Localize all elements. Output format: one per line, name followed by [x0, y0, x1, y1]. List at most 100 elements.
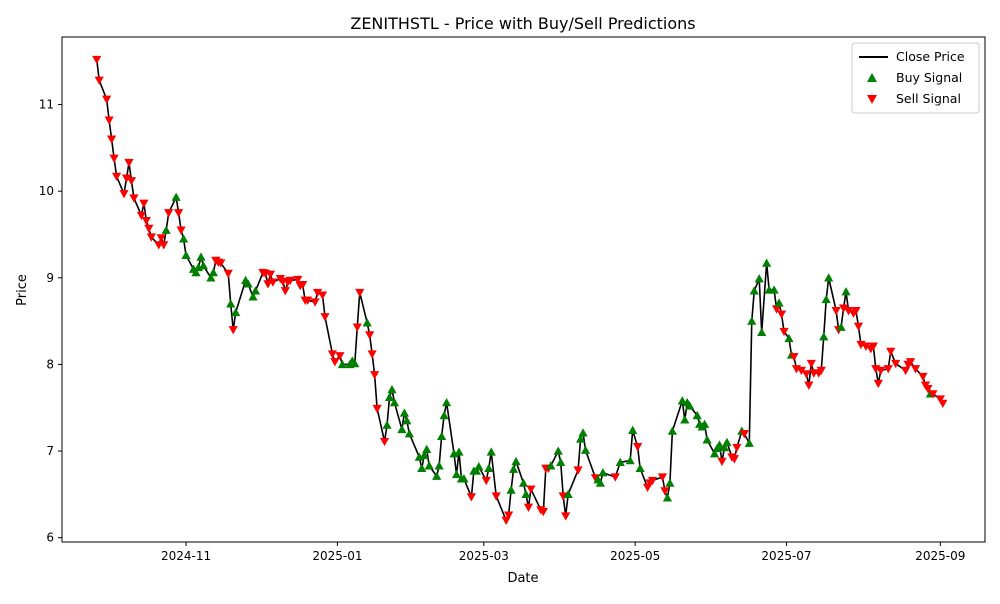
buy-signal-marker — [402, 416, 412, 425]
buy-signal-marker — [434, 461, 444, 470]
buy-signal-marker — [362, 318, 372, 327]
buy-signal-marker — [722, 437, 732, 447]
buy-signal-marker — [208, 268, 218, 277]
buy-signal-marker — [441, 397, 452, 407]
sell-signal-marker — [573, 466, 583, 475]
sell-signal-marker — [861, 342, 871, 351]
sell-signal-marker — [538, 508, 548, 517]
buy-signal-marker — [387, 384, 397, 394]
sell-signal-marker — [223, 269, 233, 279]
buy-signal-marker — [692, 410, 702, 420]
y-tick-label: 10 — [39, 184, 54, 198]
buy-signal-marker — [198, 261, 209, 270]
buy-signal-marker — [662, 493, 673, 502]
sell-signal-marker — [935, 395, 945, 404]
buy-signal-marker — [595, 478, 606, 487]
buy-signal-marker — [399, 408, 410, 417]
sell-signal-marker — [729, 455, 740, 464]
sell-signal-marker — [868, 342, 878, 351]
buy-signal-marker — [700, 419, 710, 428]
sell-signal-marker — [633, 443, 643, 452]
sell-signal-marker — [102, 95, 112, 104]
plot-area — [92, 55, 948, 525]
legend-sell-swatch — [867, 95, 877, 104]
buy-signal-marker — [762, 258, 772, 267]
buy-signal-marker — [628, 425, 638, 434]
sell-signal-marker — [303, 296, 313, 305]
sell-signal-marker — [806, 359, 816, 369]
sell-signal-marker — [109, 154, 119, 163]
sell-signal-marker — [851, 307, 861, 316]
sell-signal-marker — [144, 224, 154, 234]
sell-signal-marker — [92, 55, 102, 65]
buy-signal-marker — [841, 287, 851, 296]
sell-signal-marker — [843, 307, 854, 316]
buy-signal-marker — [471, 466, 481, 475]
buy-signal-marker — [382, 420, 392, 429]
sell-signal-marker — [504, 511, 514, 520]
sell-signal-marker — [104, 116, 114, 125]
buy-signal-marker — [824, 273, 834, 282]
buy-signal-marker — [389, 397, 400, 407]
sell-signal-marker — [905, 358, 916, 367]
sell-signal-marker — [126, 177, 137, 186]
sell-signal-marker — [216, 259, 226, 268]
sell-signal-marker — [853, 322, 864, 331]
sell-signal-marker — [352, 323, 362, 332]
sell-signal-marker — [107, 135, 117, 144]
sell-signal-marker — [816, 366, 826, 376]
buy-signal-marker — [196, 252, 206, 261]
sell-signal-marker — [285, 276, 295, 286]
buy-signal-marker — [206, 273, 216, 282]
sell-signal-marker — [124, 158, 134, 168]
buy-signal-marker — [521, 489, 531, 499]
buy-signal-marker — [171, 192, 181, 201]
buy-signal-marker — [422, 444, 432, 453]
buy-signal-marker — [709, 449, 720, 458]
buy-signal-marker — [757, 327, 767, 337]
sell-signal-marker — [796, 366, 806, 376]
buy-signal-marker — [821, 294, 831, 304]
sell-signal-marker — [561, 512, 571, 521]
buy-signal-marker — [667, 426, 677, 435]
close-price-line — [95, 59, 944, 522]
sell-signal-marker — [491, 492, 501, 501]
sell-signal-marker — [771, 305, 782, 314]
buy-signal-marker — [432, 471, 442, 480]
sell-signal-marker — [312, 288, 323, 298]
buy-signal-marker — [437, 431, 447, 441]
buy-signal-marker — [506, 485, 516, 494]
sell-signal-marker — [732, 443, 742, 453]
buy-signal-marker — [181, 250, 191, 259]
sell-signal-marker — [938, 399, 948, 409]
y-axis: 6 7 8 9 10 11 — [39, 98, 62, 545]
y-tick-label: 7 — [46, 444, 54, 458]
chart-title: ZENITHSTL - Price with Buy/Sell Predicti… — [350, 14, 695, 33]
buy-signal-marker — [580, 445, 591, 454]
buy-signal-marker — [454, 447, 464, 456]
buy-signal-marker — [424, 461, 434, 470]
buy-signal-marker — [226, 299, 236, 308]
sell-signal-marker — [129, 194, 139, 203]
buy-signal-marker — [459, 474, 469, 483]
buy-signal-marker — [578, 428, 588, 437]
x-tick-label: 2025-07 — [761, 549, 811, 563]
sell-signal-marker — [873, 379, 883, 389]
buy-signal-marker — [248, 292, 258, 301]
x-axis: 2024-11 2025-01 2025-03 2025-05 2025-07 2025-… — [161, 542, 965, 563]
sell-signal-marker — [928, 390, 938, 399]
buy-signal-marker — [836, 322, 846, 331]
buy-signal-marker — [615, 457, 625, 466]
legend-box — [851, 42, 980, 114]
buy-signal-marker — [417, 463, 427, 473]
buy-signal-marker — [191, 268, 201, 277]
sell-signal-marker — [466, 493, 476, 502]
sell-signal-marker — [372, 404, 382, 414]
sell-signal-marker — [176, 226, 186, 235]
x-tick-label: 2025-03 — [459, 549, 509, 563]
buy-signal-marker — [747, 316, 757, 325]
sell-signal-marker — [379, 437, 390, 447]
buy-signal-marker — [439, 410, 449, 420]
buy-signal-marker — [556, 457, 566, 466]
sell-signal-marker — [923, 385, 933, 394]
